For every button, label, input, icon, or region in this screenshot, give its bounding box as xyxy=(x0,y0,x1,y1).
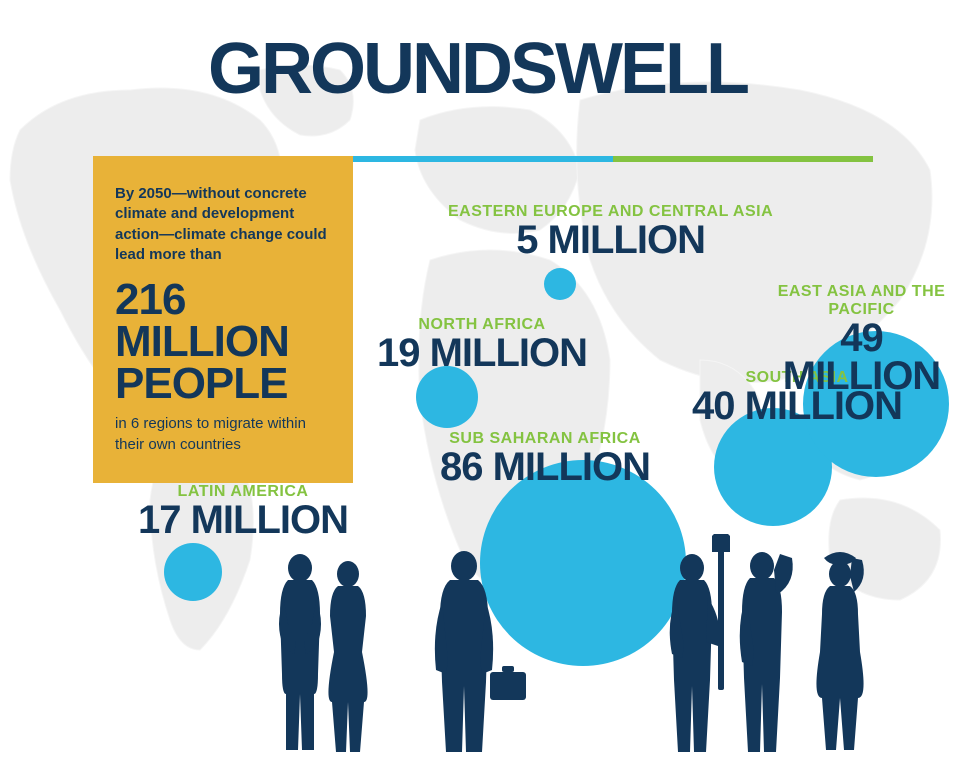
info-tail-text: in 6 regions to migrate within their own… xyxy=(115,414,327,455)
region-value-sub-saharan-africa: 86 MILLION xyxy=(440,448,650,486)
region-value-east-asia-pacific: 49 MILLION xyxy=(768,319,955,395)
accent-bar-cyan xyxy=(353,156,613,162)
bubble-north-africa xyxy=(416,366,478,428)
people-silhouettes xyxy=(0,534,955,754)
info-box: By 2050—without concrete climate and dev… xyxy=(93,162,353,483)
bubble-eastern-europe-central-asia xyxy=(544,268,576,300)
region-name-east-asia-pacific: EAST ASIA AND THE PACIFIC xyxy=(768,283,955,319)
info-lead-text: By 2050—without concrete climate and dev… xyxy=(115,184,327,265)
info-big-number: 216 MILLION PEOPLE xyxy=(115,279,327,404)
region-value-north-africa: 19 MILLION xyxy=(377,334,587,372)
region-latin-america: LATIN AMERICA17 MILLION xyxy=(138,483,348,539)
region-eastern-europe-central-asia: EASTERN EUROPE AND CENTRAL ASIA5 MILLION xyxy=(448,203,773,259)
region-east-asia-pacific: EAST ASIA AND THE PACIFIC49 MILLION xyxy=(768,283,955,395)
region-north-africa: NORTH AFRICA19 MILLION xyxy=(377,316,587,372)
accent-bar-green xyxy=(613,156,873,162)
region-value-eastern-europe-central-asia: 5 MILLION xyxy=(448,221,773,259)
region-sub-saharan-africa: SUB SAHARAN AFRICA86 MILLION xyxy=(440,430,650,486)
main-title: GROUNDSWELL xyxy=(0,28,955,110)
